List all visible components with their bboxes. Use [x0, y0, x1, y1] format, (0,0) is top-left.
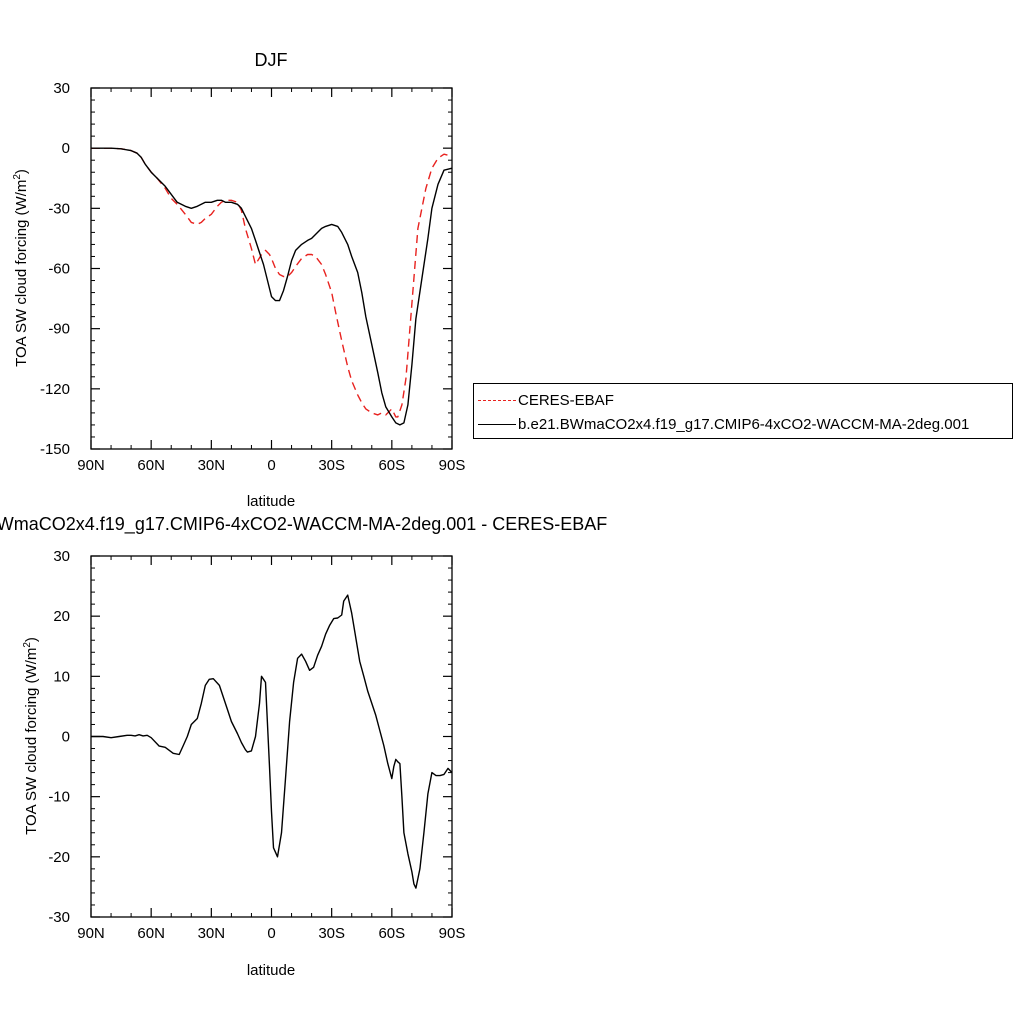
legend-label: CERES-EBAF — [518, 391, 614, 409]
top-chart-y-tick-label: -120 — [40, 381, 70, 398]
top-chart-series-line-1 — [91, 147, 453, 426]
top-chart-plot-frame — [90, 87, 453, 450]
top-chart-x-axis-label: latitude — [247, 493, 295, 510]
bottom-chart: b.e21.BWmaCO2x4.f19_g17.CMIP6-4xCO2-WACC… — [0, 514, 607, 979]
bottom-chart-y-tick-label: -20 — [48, 849, 70, 866]
top-chart-series — [91, 147, 453, 426]
bottom-chart-y-tick-label: -10 — [48, 789, 70, 806]
legend-label: b.e21.BWmaCO2x4.f19_g17.CMIP6-4xCO2-WACC… — [518, 415, 970, 433]
top-chart-series-line-0 — [91, 147, 453, 418]
top-chart-y-tick-label: 30 — [53, 80, 70, 97]
top-chart-y-tick-label: -60 — [48, 261, 70, 278]
bottom-chart-ticks: 90N 60N 30N 0 30S 60S 90S -30 -20 -10 0 10 20 30 — [48, 548, 465, 942]
top-chart-x-tick-label: 30S — [318, 457, 345, 474]
top-chart-y-tick-label: -90 — [48, 321, 70, 338]
bottom-chart-y-tick-label: -30 — [48, 909, 70, 926]
legend-item-model-run: b.e21.BWmaCO2x4.f19_g17.CMIP6-4xCO2-WACC… — [478, 414, 969, 434]
legend-swatch-dashed-red — [478, 399, 516, 401]
top-chart-x-tick-label: 90N — [77, 457, 105, 474]
bottom-chart-y-tick-label: 10 — [53, 668, 70, 685]
legend-swatch-solid-black — [478, 423, 516, 425]
bottom-chart-title: b.e21.BWmaCO2x4.f19_g17.CMIP6-4xCO2-WACC… — [0, 514, 607, 535]
bottom-chart-series — [91, 594, 453, 889]
top-chart-x-tick-label: 30N — [198, 457, 226, 474]
bottom-chart-plot-frame — [90, 555, 453, 918]
bottom-chart-x-tick-label: 0 — [267, 925, 275, 942]
top-chart-legend: CERES-EBAF b.e21.BWmaCO2x4.f19_g17.CMIP6… — [473, 383, 1013, 439]
bottom-chart-y-tick-label: 30 — [53, 548, 70, 565]
top-chart-y-tick-label: -30 — [48, 200, 70, 217]
top-chart-title: DJF — [255, 50, 288, 70]
top-chart-y-tick-label: -150 — [40, 441, 70, 458]
bottom-chart-y-axis-label: TOA SW cloud forcing (W/m2) — [22, 637, 40, 835]
bottom-chart-x-tick-label: 60S — [378, 925, 405, 942]
bottom-chart-x-tick-label: 60N — [137, 925, 165, 942]
bottom-chart-x-tick-label: 30N — [198, 925, 226, 942]
legend-item-ceres-ebaf: CERES-EBAF — [478, 390, 614, 410]
top-chart: DJF 90N 60N 30N 0 30S 60S 90S -150 -120 -90 -60 -30… — [12, 50, 465, 510]
bottom-chart-series-line-0 — [91, 594, 453, 889]
top-chart-ticks: 90N 60N 30N 0 30S 60S 90S -150 -120 -90 -60 -30 0 30 — [40, 80, 465, 474]
top-chart-x-tick-label: 60N — [137, 457, 165, 474]
top-chart-x-tick-label: 60S — [378, 457, 405, 474]
bottom-chart-y-tick-label: 0 — [62, 729, 70, 746]
top-chart-x-tick-label: 0 — [267, 457, 275, 474]
bottom-chart-x-tick-label: 90S — [439, 925, 466, 942]
top-chart-y-tick-label: 0 — [62, 140, 70, 157]
bottom-chart-x-tick-label: 90N — [77, 925, 105, 942]
bottom-chart-x-tick-label: 30S — [318, 925, 345, 942]
top-chart-y-axis-label: TOA SW cloud forcing (W/m2) — [12, 169, 30, 367]
top-chart-x-tick-label: 90S — [439, 457, 466, 474]
bottom-chart-x-axis-label: latitude — [247, 962, 295, 979]
bottom-chart-y-tick-label: 20 — [53, 608, 70, 625]
